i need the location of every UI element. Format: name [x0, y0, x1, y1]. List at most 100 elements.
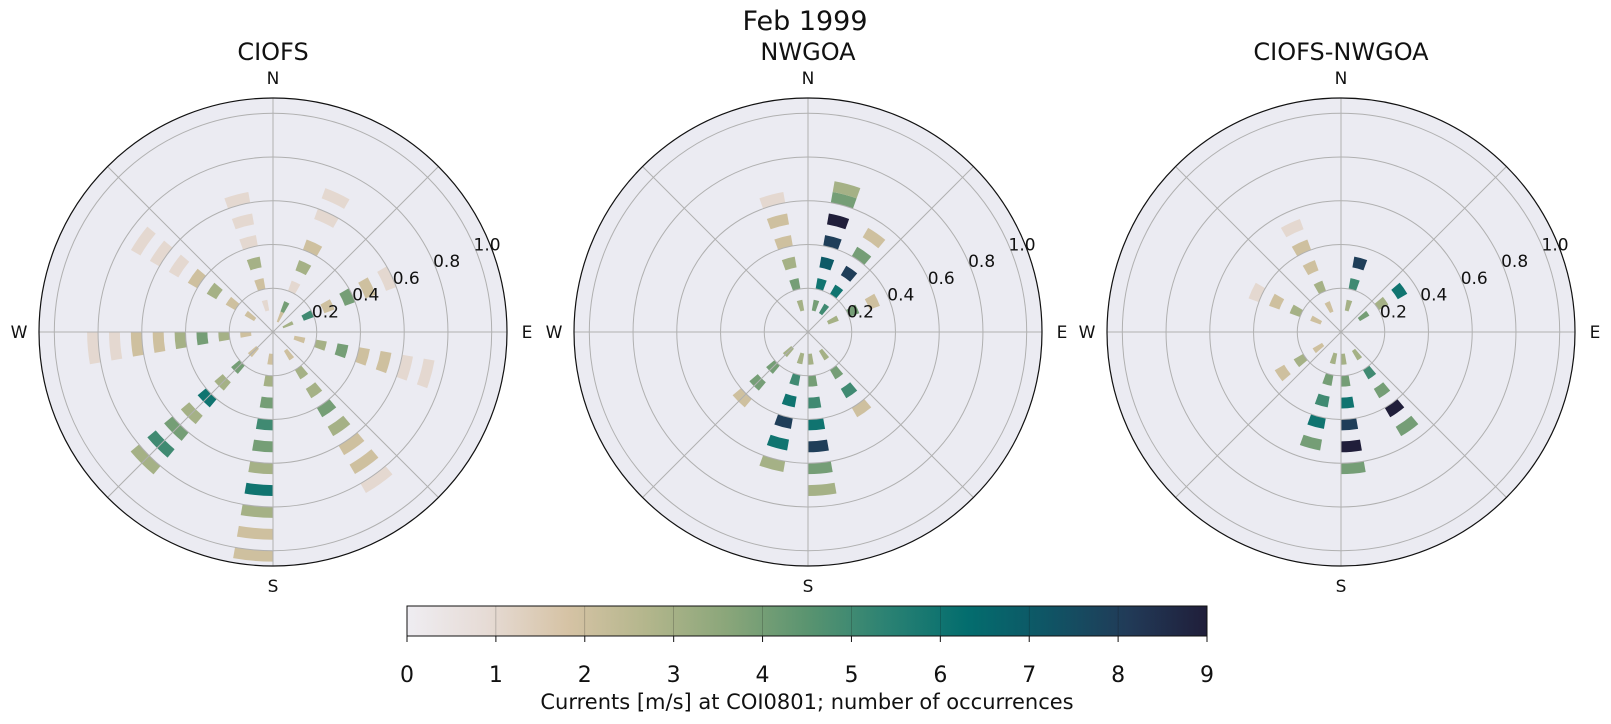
histogram-bin: [1391, 282, 1408, 300]
histogram-bin: [302, 239, 323, 257]
histogram-bin: [823, 235, 842, 250]
figure-title: Feb 1999: [742, 6, 867, 37]
histogram-bin: [829, 365, 844, 380]
histogram-bin: [759, 192, 786, 209]
compass-south-label: S: [268, 577, 279, 597]
histogram-bin: [314, 208, 339, 228]
histogram-bin: [240, 332, 252, 338]
radial-tick-label: 1.0: [474, 235, 501, 255]
histogram-bin: [149, 240, 173, 267]
panel-title: CIOFS-NWGOA: [1253, 38, 1429, 66]
histogram-bin: [1274, 364, 1291, 382]
histogram-bin: [252, 439, 273, 453]
histogram-bin: [774, 235, 793, 250]
histogram-bin: [796, 299, 805, 312]
histogram-bin: [1357, 310, 1370, 322]
radial-tick-label: 1.0: [1009, 235, 1036, 255]
histogram-bin: [293, 335, 306, 344]
angular-gridline: [272, 331, 439, 498]
polar-panel-ciofs-nwgoa: 0.2 0.4 0.6 0.8 1.0 N E S W CIOFS-NWGOA: [1079, 38, 1601, 597]
histogram-bin: [355, 347, 370, 366]
histogram-bin: [808, 482, 837, 497]
histogram-bin: [301, 310, 315, 321]
histogram-bin: [339, 288, 356, 306]
histogram-bin: [263, 375, 273, 387]
colorbar-tick-label: 8: [1111, 663, 1125, 688]
compass-east-label: E: [1057, 323, 1068, 343]
histogram-bin: [254, 278, 266, 291]
histogram-bin: [808, 461, 833, 475]
histogram-bin: [187, 268, 206, 289]
compass-west-label: W: [1079, 323, 1096, 343]
compass-east-label: E: [1590, 323, 1601, 343]
histogram-bin: [1362, 365, 1377, 380]
histogram-bin: [360, 466, 393, 493]
histogram-bin: [759, 455, 786, 472]
compass-west-label: W: [546, 323, 563, 343]
histogram-bin: [766, 434, 790, 451]
angular-gridline: [272, 166, 439, 333]
histogram-bin: [416, 358, 435, 389]
histogram-bin: [1341, 461, 1366, 475]
histogram-bin: [375, 350, 392, 374]
radial-tick-label: 0.2: [1380, 302, 1407, 322]
radial-tick-label: 0.4: [887, 286, 914, 306]
histogram-bin: [276, 311, 284, 323]
histogram-bin: [766, 213, 790, 230]
histogram-bin: [255, 418, 273, 431]
radial-tick-label: 1.0: [1542, 235, 1569, 255]
histogram-bin: [1341, 375, 1351, 387]
histogram-bin: [1312, 342, 1325, 354]
histogram-bin: [218, 332, 230, 342]
radial-tick-label: 0.6: [928, 269, 955, 289]
histogram-bin: [259, 396, 273, 409]
colorbar-tick-label: 5: [844, 663, 858, 688]
histogram-bin: [224, 192, 251, 209]
histogram-bin: [196, 332, 209, 346]
histogram-bin: [845, 304, 860, 318]
histogram-bin: [305, 382, 323, 399]
histogram-bin: [396, 354, 413, 381]
histogram-bin: [811, 299, 820, 312]
histogram-bin: [314, 339, 327, 351]
polar-frame: [573, 97, 1043, 567]
histogram-bin: [1302, 260, 1319, 276]
histogram-bin: [808, 396, 822, 409]
histogram-bin: [1291, 239, 1312, 257]
histogram-bin: [174, 332, 187, 350]
histogram-bin: [781, 256, 797, 271]
histogram-bin: [808, 375, 818, 387]
histogram-bin: [231, 213, 255, 230]
radial-tick-label: 0.8: [968, 252, 995, 272]
histogram-bin: [1373, 382, 1391, 399]
compass-east-label: E: [522, 323, 533, 343]
radial-tick-label: 0.4: [1420, 286, 1447, 306]
histogram-bin: [261, 299, 270, 312]
histogram-bin: [808, 418, 826, 431]
colorbar-tick-label: 3: [667, 663, 681, 688]
histogram-bin: [1341, 353, 1347, 365]
polar-frame: [38, 97, 508, 567]
histogram-bin: [280, 301, 290, 314]
histogram-bin: [1348, 278, 1360, 291]
histogram-bin: [808, 353, 814, 365]
angular-gridline: [1175, 166, 1342, 333]
histogram-bin: [1341, 439, 1362, 453]
polar-frame: [1106, 97, 1576, 567]
histogram-bin: [1341, 418, 1359, 431]
histogram-bins: [732, 181, 886, 497]
histogram-bin: [789, 373, 801, 386]
histogram-bin: [130, 332, 144, 357]
histogram-bin: [864, 293, 880, 310]
histogram-bin: [349, 449, 379, 475]
colorbar-tick-label: 0: [400, 663, 414, 688]
histogram-bin: [851, 246, 872, 265]
histogram-bin: [1310, 315, 1323, 325]
histogram-bins: [87, 188, 435, 562]
angular-gridline: [1175, 331, 1342, 498]
histogram-bin: [826, 213, 850, 230]
histogram-bin: [1395, 415, 1419, 437]
histogram-bin: [796, 352, 805, 365]
angular-gridline: [1340, 331, 1507, 498]
